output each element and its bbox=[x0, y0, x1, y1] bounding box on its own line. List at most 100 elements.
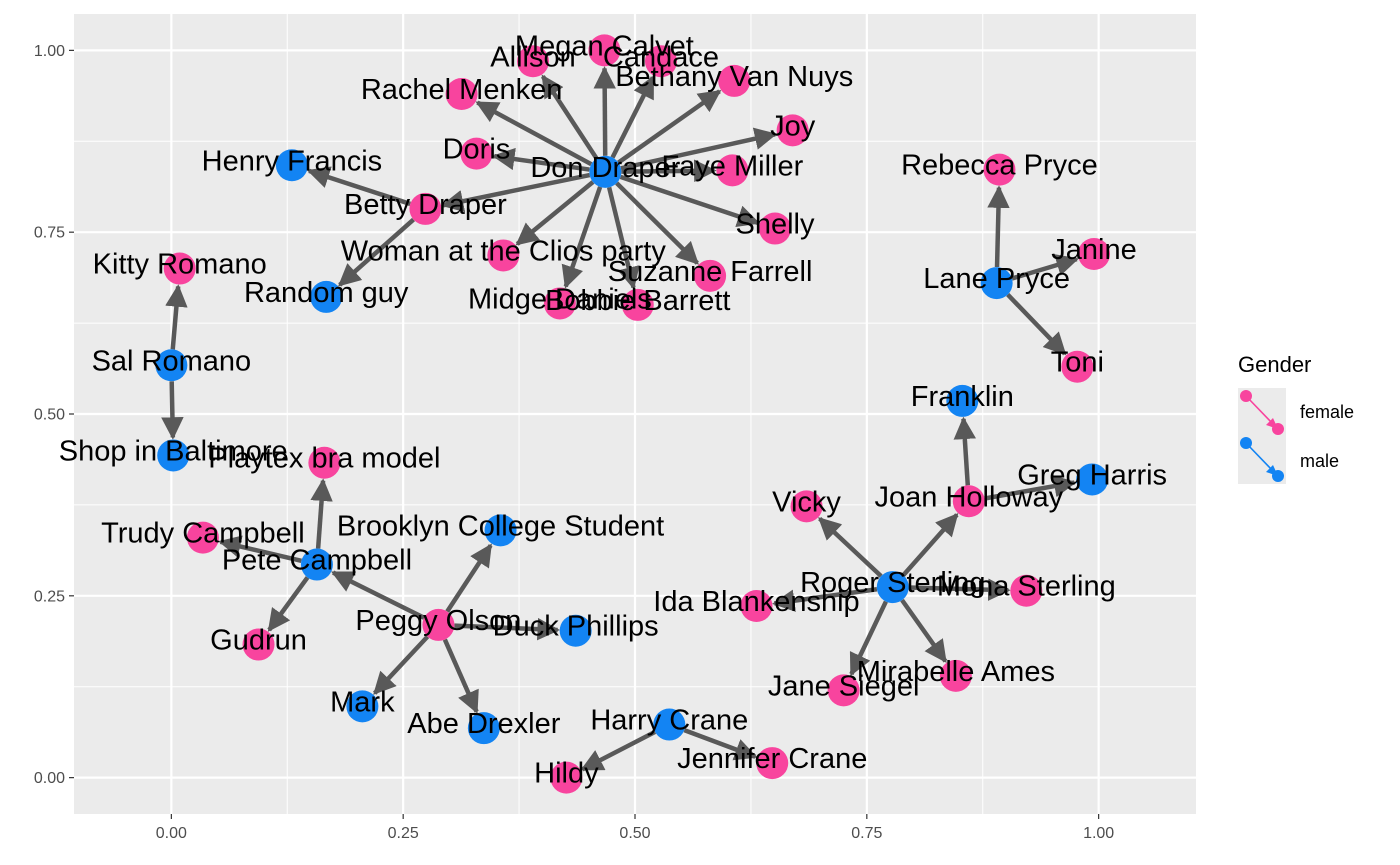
node-hildy bbox=[550, 761, 583, 794]
node-henry-francis bbox=[275, 149, 308, 182]
y-tick-label-2: 0.50 bbox=[34, 407, 65, 424]
node-label-shop-in-baltimore: Shop in Baltimore bbox=[59, 435, 288, 467]
node-faye-miller bbox=[716, 154, 749, 187]
node-label-franklin: Franklin bbox=[911, 381, 1014, 413]
edge-don-draper-to-joy bbox=[620, 127, 778, 171]
y-tick-label-0: 0.00 bbox=[34, 770, 65, 787]
node-label-pete-campbell: Pete Campbell bbox=[222, 545, 412, 577]
node-label-janine: Janine bbox=[1051, 234, 1136, 266]
node-bethany-van-nuys bbox=[718, 64, 751, 97]
node-ida-blankenship bbox=[740, 590, 773, 622]
node-mirabelle-ames bbox=[939, 659, 972, 692]
node-label-bobbie-barrett: Bobbie Barrett bbox=[545, 285, 730, 317]
node-doris bbox=[460, 137, 493, 170]
node-label-peggy-olson: Peggy Olson bbox=[355, 605, 521, 637]
node-midge-daniels bbox=[543, 287, 576, 320]
node-label-toni: Toni bbox=[1051, 347, 1104, 379]
legend: Gender female male bbox=[1238, 352, 1354, 484]
node-bobbie-barrett bbox=[621, 288, 654, 321]
node-greg-harris bbox=[1076, 463, 1109, 496]
edge-roger-sterling-to-jane-siegel bbox=[849, 600, 888, 677]
node-janine bbox=[1078, 238, 1110, 270]
node-jennifer-crane bbox=[756, 747, 789, 780]
node-label-duck-phillips: Duck Phillips bbox=[493, 611, 659, 643]
node-label-gudrun: Gudrun bbox=[210, 625, 307, 657]
node-label-rachel-menken: Rachel Menken bbox=[361, 74, 563, 106]
legend-key-female bbox=[1238, 388, 1286, 436]
node-label-joan-holloway: Joan Holloway bbox=[875, 481, 1064, 513]
node-label-doris: Doris bbox=[443, 134, 511, 166]
node-joan-holloway bbox=[952, 485, 985, 518]
node-harry-crane bbox=[653, 708, 686, 741]
node-label-lane-pryce: Lane Pryce bbox=[923, 263, 1070, 295]
edge-harry-crane-to-jennifer-crane bbox=[683, 728, 758, 761]
edge-harry-crane-to-hildy bbox=[580, 729, 657, 772]
node-betty-draper bbox=[409, 192, 442, 225]
x-tick-label-3: 0.75 bbox=[851, 825, 882, 842]
edge-roger-sterling-to-mona-sterling bbox=[908, 578, 1011, 601]
node-label-henry-francis: Henry Francis bbox=[202, 145, 383, 177]
node-woman-at-the-clios-party bbox=[487, 239, 520, 272]
edge-don-draper-to-shelly bbox=[619, 174, 761, 228]
edge-roger-sterling-to-joan-holloway bbox=[901, 513, 959, 577]
node-label-mona-sterling: Mona Sterling bbox=[937, 571, 1116, 603]
x-tick-label-0: 0.00 bbox=[156, 825, 187, 842]
node-label-suzanne-farrell: Suzanne Farrell bbox=[608, 256, 813, 288]
x-tick-label-2: 0.50 bbox=[619, 825, 650, 842]
node-shelly bbox=[759, 212, 792, 245]
node-label-sal-romano: Sal Romano bbox=[92, 345, 252, 377]
node-abe-drexler bbox=[467, 712, 500, 745]
node-label-bethany-van-nuys: Bethany Van Nuys bbox=[615, 61, 853, 93]
edge-roger-sterling-to-ida-blankenship bbox=[772, 587, 878, 612]
node-suzanne-farrell bbox=[694, 259, 727, 292]
node-label-joy: Joy bbox=[770, 110, 816, 142]
legend-label-male: male bbox=[1300, 451, 1339, 471]
node-franklin bbox=[946, 384, 979, 417]
node-duck-phillips bbox=[559, 614, 592, 647]
edge-peggy-olson-to-mark bbox=[373, 635, 430, 695]
node-label-playtex-bra-model: Playtex bra model bbox=[208, 443, 440, 475]
x-tick-label-4: 1.00 bbox=[1083, 825, 1114, 842]
edge-don-draper-to-woman-at-the-clios-party bbox=[515, 180, 595, 246]
node-label-roger-sterling: Roger Sterling bbox=[800, 567, 985, 599]
edge-don-draper-to-doris bbox=[492, 147, 590, 172]
y-tick-label-3: 0.75 bbox=[34, 225, 65, 242]
edge-betty-draper-to-henry-francis bbox=[306, 166, 411, 207]
node-joy bbox=[776, 114, 809, 147]
edge-peggy-olson-to-pete-campbell bbox=[331, 570, 426, 620]
edge-peggy-olson-to-duck-phillips bbox=[454, 617, 560, 641]
node-label-don-draper: Don Draper bbox=[530, 152, 680, 184]
node-roger-sterling bbox=[876, 571, 909, 604]
edges bbox=[161, 66, 1079, 772]
node-label-shelly: Shelly bbox=[736, 209, 815, 241]
node-label-harry-crane: Harry Crane bbox=[590, 705, 748, 737]
node-label-midge-daniels: Midge Daniels bbox=[468, 283, 652, 315]
node-random-guy bbox=[310, 280, 343, 313]
node-label-brooklyn-college-student: Brooklyn College Student bbox=[337, 510, 664, 542]
node-gudrun bbox=[242, 628, 275, 661]
major-gridlines bbox=[74, 14, 1196, 814]
node-label-greg-harris: Greg Harris bbox=[1017, 459, 1167, 491]
edge-lane-pryce-to-toni bbox=[1006, 293, 1067, 356]
edge-don-draper-to-bobbie-barrett bbox=[606, 186, 640, 290]
edge-peggy-olson-to-abe-drexler bbox=[442, 638, 479, 714]
edge-peggy-olson-to-brooklyn-college-student bbox=[445, 543, 493, 613]
edge-betty-draper-to-random-guy bbox=[338, 217, 415, 287]
legend-key-male bbox=[1238, 436, 1286, 484]
node-jane-siegel bbox=[827, 674, 860, 707]
edge-don-draper-to-betty-draper bbox=[440, 172, 591, 213]
node-rebecca-pryce bbox=[983, 153, 1016, 186]
edge-pete-campbell-to-playtex-bra-model bbox=[310, 478, 333, 549]
node-megan-calvet bbox=[588, 34, 621, 67]
edge-don-draper-to-megan-calvet bbox=[593, 66, 616, 156]
node-label-vicky: Vicky bbox=[772, 486, 841, 518]
node-playtex-bra-model bbox=[308, 446, 341, 479]
edge-joan-holloway-to-greg-harris bbox=[984, 475, 1077, 501]
node-label-trudy-campbell: Trudy Campbell bbox=[101, 518, 305, 550]
node-label-rebecca-pryce: Rebecca Pryce bbox=[901, 150, 1098, 182]
node-kitty-romano bbox=[163, 252, 196, 285]
node-allison bbox=[517, 45, 549, 78]
legend-label-female: female bbox=[1300, 402, 1354, 422]
